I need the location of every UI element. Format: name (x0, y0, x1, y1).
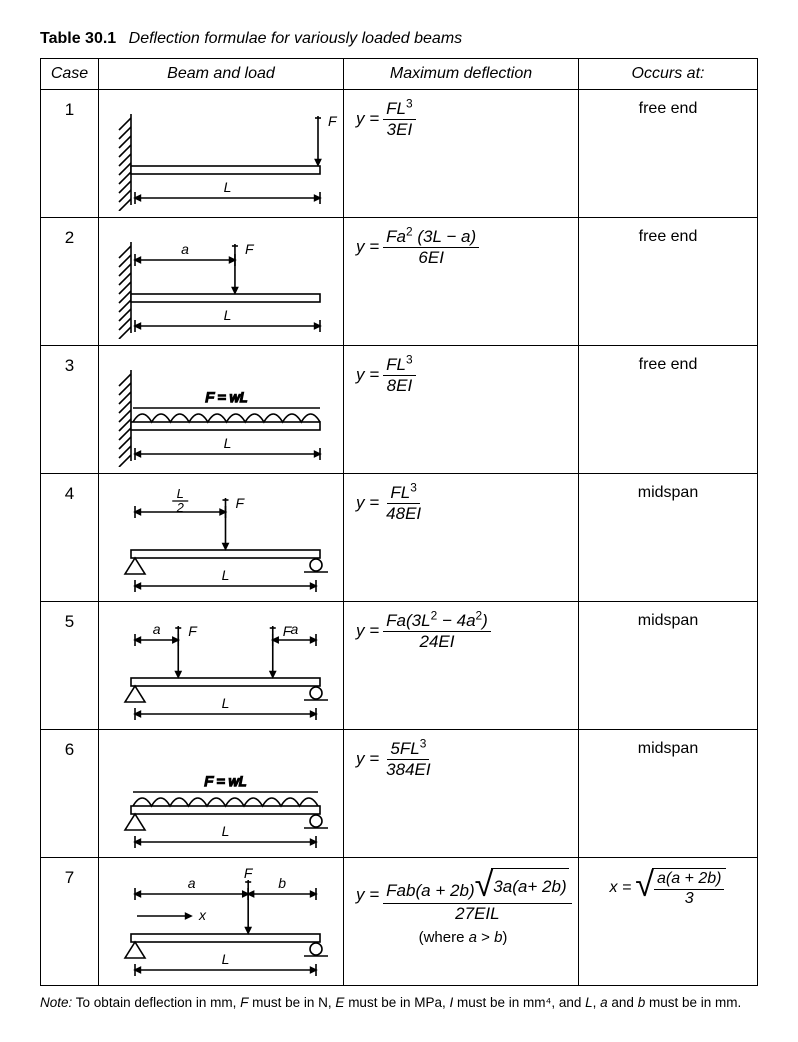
beam-diagram-cell: LFFaa (99, 602, 344, 730)
table-row: 5LFFaay =Fa(3L2 − 4a2)24EImidspan (41, 602, 758, 730)
svg-text:F = wL: F = wL (205, 389, 247, 405)
beam-diagram: L F = wL (103, 352, 338, 467)
occurs-at: x =√a(a + 2b)3 (579, 858, 758, 986)
occurs-at: free end (579, 90, 758, 218)
case-number: 5 (41, 602, 99, 730)
svg-text:x: x (198, 907, 207, 923)
svg-text:F = wL: F = wL (204, 773, 246, 789)
deflection-formula: y =FL33EI (344, 90, 579, 218)
svg-text:F: F (188, 623, 198, 639)
beam-diagram: L Fa (103, 224, 338, 339)
svg-text:L: L (224, 435, 232, 451)
beam-diagram: LFL2 (103, 480, 338, 595)
svg-text:a: a (181, 241, 189, 257)
occurs-at: midspan (579, 474, 758, 602)
beam-diagram: L Fa b x (103, 864, 338, 979)
header-beam: Beam and load (99, 59, 344, 90)
svg-text:F: F (245, 241, 255, 257)
beam-diagram: LFFaa (103, 608, 338, 723)
deflection-formula: y =FL348EI (344, 474, 579, 602)
svg-text:b: b (278, 875, 286, 891)
table-title: Table 30.1 Deflection formulae for vario… (40, 30, 758, 48)
beam-diagram-cell: L F = wL (99, 346, 344, 474)
svg-text:L: L (222, 951, 230, 967)
beam-diagram: LF (103, 96, 338, 211)
svg-text:a: a (290, 621, 298, 637)
beam-diagram-cell: LF (99, 90, 344, 218)
svg-text:F: F (244, 865, 254, 881)
beam-diagram: L F = wL (103, 736, 338, 851)
svg-text:2: 2 (176, 500, 185, 515)
case-number: 6 (41, 730, 99, 858)
case-number: 4 (41, 474, 99, 602)
occurs-at: free end (579, 218, 758, 346)
case-number: 7 (41, 858, 99, 986)
case-number: 2 (41, 218, 99, 346)
occurs-at: midspan (579, 602, 758, 730)
svg-text:F: F (328, 113, 338, 129)
svg-text:L: L (222, 695, 230, 711)
table-row: 7 L Fa b x y =Fab(a + 2b)√3a(a + 2b)27EIL(whe… (41, 858, 758, 986)
svg-text:L: L (224, 179, 232, 195)
svg-text:a: a (153, 621, 161, 637)
table-row: 3 L F = wL y =FL38EIfree end (41, 346, 758, 474)
deflection-formula: y =5FL3384EI (344, 730, 579, 858)
note-label: Note: (40, 995, 72, 1010)
deflection-table: Case Beam and load Maximum deflection Oc… (40, 58, 758, 986)
header-row: Case Beam and load Maximum deflection Oc… (41, 59, 758, 90)
svg-text:a: a (188, 875, 196, 891)
occurs-at: midspan (579, 730, 758, 858)
table-note: Note: To obtain deflection in mm, F must… (40, 994, 758, 1012)
note-text: To obtain deflection in mm, F must be in… (72, 995, 741, 1010)
deflection-formula: y =FL38EI (344, 346, 579, 474)
title-caption: Deflection formulae for variously loaded… (129, 30, 463, 47)
occurs-at: free end (579, 346, 758, 474)
table-row: 6 L F = wL y =5FL3384EImidspan (41, 730, 758, 858)
beam-diagram-cell: LFL2 (99, 474, 344, 602)
beam-diagram-cell: L Fa (99, 218, 344, 346)
svg-text:L: L (224, 307, 232, 323)
svg-text:L: L (177, 486, 184, 501)
case-number: 3 (41, 346, 99, 474)
svg-text:L: L (222, 567, 230, 583)
svg-text:L: L (222, 823, 230, 839)
svg-text:F: F (236, 495, 246, 511)
beam-diagram-cell: L Fa b x (99, 858, 344, 986)
deflection-formula: y =Fa(3L2 − 4a2)24EI (344, 602, 579, 730)
header-occ: Occurs at: (579, 59, 758, 90)
title-label: Table 30.1 (40, 30, 116, 47)
table-row: 1LFy =FL33EIfree end (41, 90, 758, 218)
deflection-formula: y =Fab(a + 2b)√3a(a + 2b)27EIL(where a >… (344, 858, 579, 986)
table-row: 2 L Fa y =Fa2 (3L − a)6EIfree end (41, 218, 758, 346)
beam-diagram-cell: L F = wL (99, 730, 344, 858)
header-defl: Maximum deflection (344, 59, 579, 90)
deflection-formula: y =Fa2 (3L − a)6EI (344, 218, 579, 346)
header-case: Case (41, 59, 99, 90)
case-number: 1 (41, 90, 99, 218)
table-row: 4LFL2y =FL348EImidspan (41, 474, 758, 602)
